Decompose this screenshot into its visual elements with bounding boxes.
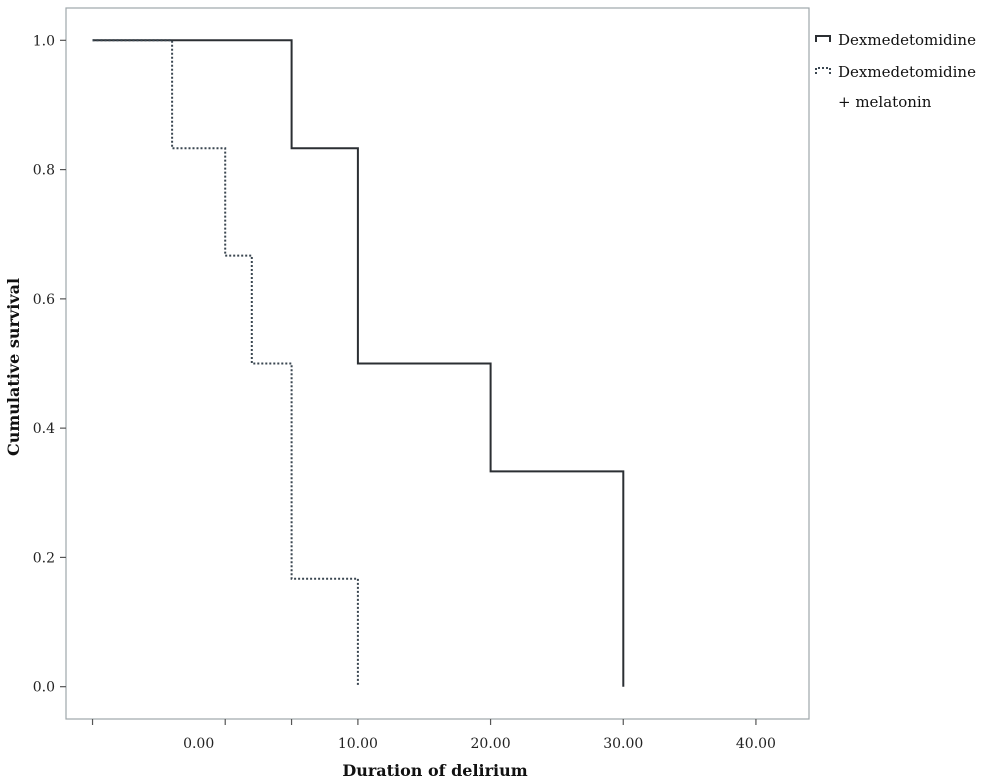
y-tick-label: 0.0 bbox=[33, 680, 55, 696]
y-tick-label: 0.4 bbox=[33, 421, 55, 437]
legend-swatch-dexmedetomidine-melatonin bbox=[815, 67, 831, 74]
x-tick-label: 0.00 bbox=[183, 736, 214, 752]
legend-label-continued: + melatonin bbox=[838, 93, 932, 111]
plot-frame bbox=[65, 7, 810, 720]
y-axis-title: Cumulative survival bbox=[4, 278, 23, 456]
series-layer bbox=[92, 39, 625, 687]
x-tick-label: 10.00 bbox=[338, 736, 378, 752]
y-tick-label: 1.0 bbox=[33, 33, 55, 49]
y-tick-label: 0.8 bbox=[33, 163, 55, 179]
legend: Dexmedetomidine Dexmedetomidine + melatoni… bbox=[815, 31, 976, 111]
x-axis-ticks: 0.00 10.00 20.00 30.00 40.00 bbox=[91, 719, 776, 752]
legend-swatch-dexmedetomidine bbox=[815, 35, 831, 42]
x-tick-label: 30.00 bbox=[603, 736, 643, 752]
series-line-dexmedetomidine bbox=[92, 39, 625, 687]
series-line-dexmedetomidine-melatonin bbox=[92, 39, 359, 687]
legend-label: Dexmedetomidine bbox=[838, 31, 976, 49]
y-axis-ticks: 0.0 0.2 0.4 0.6 0.8 1.0 bbox=[33, 33, 66, 696]
y-tick-label: 0.2 bbox=[33, 550, 55, 566]
x-axis-title: Duration of delirium bbox=[342, 761, 527, 780]
y-tick-label: 0.6 bbox=[33, 292, 55, 308]
x-tick-label: 20.00 bbox=[471, 736, 511, 752]
legend-label: Dexmedetomidine bbox=[838, 63, 976, 81]
x-tick-label: 40.00 bbox=[736, 736, 776, 752]
